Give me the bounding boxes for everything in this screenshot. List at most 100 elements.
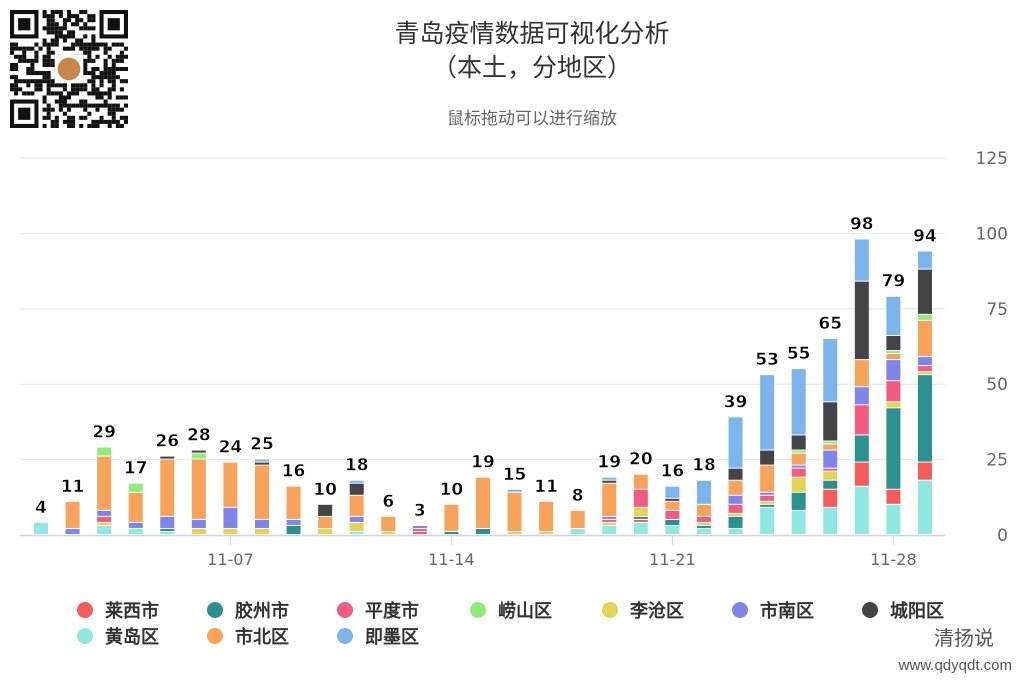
- bar-segment-黄岛区[interactable]: [97, 525, 112, 534]
- bar-segment-即墨区[interactable]: [665, 486, 680, 498]
- bar-segment-胶州市[interactable]: [160, 528, 175, 531]
- bar-segment-市南区[interactable]: [854, 387, 869, 405]
- bar-segment-即墨区[interactable]: [886, 296, 901, 335]
- bar-segment-市南区[interactable]: [286, 519, 301, 525]
- bar-segment-市北区[interactable]: [349, 495, 364, 516]
- legend-item[interactable]: 崂山区: [470, 600, 552, 622]
- bar-segment-莱西市[interactable]: [854, 462, 869, 486]
- bar-segment-市南区[interactable]: [160, 516, 175, 528]
- bar-segment-市北区[interactable]: [570, 510, 585, 528]
- bar-segment-李沧区[interactable]: [349, 522, 364, 531]
- bar-segment-崂山区[interactable]: [886, 351, 901, 354]
- bar-segment-平度市[interactable]: [823, 468, 838, 471]
- legend-item[interactable]: 胶州市: [207, 600, 289, 622]
- bar-segment-即墨区[interactable]: [602, 477, 617, 480]
- bar-segment-市南区[interactable]: [760, 492, 775, 495]
- bar-segment-莱西市[interactable]: [886, 489, 901, 504]
- bar-segment-即墨区[interactable]: [760, 375, 775, 450]
- bar-segment-黄岛区[interactable]: [160, 531, 175, 534]
- bar-segment-城阳区[interactable]: [886, 335, 901, 351]
- bar-segment-即墨区[interactable]: [854, 239, 869, 281]
- bar-segment-城阳区[interactable]: [760, 450, 775, 465]
- legend-item[interactable]: 市南区: [732, 600, 814, 622]
- bar-segment-城阳区[interactable]: [665, 498, 680, 501]
- bar-segment-即墨区[interactable]: [791, 369, 806, 435]
- bar-segment-李沧区[interactable]: [318, 528, 333, 534]
- bar-segment-市北区[interactable]: [223, 462, 238, 507]
- bar-segment-市北区[interactable]: [128, 492, 143, 522]
- bar-segment-平度市[interactable]: [602, 519, 617, 522]
- legend-item[interactable]: 即墨区: [337, 627, 419, 648]
- bar-segment-黄岛区[interactable]: [349, 531, 364, 534]
- legend-item[interactable]: 莱西市: [77, 600, 159, 622]
- bar-segment-市南区[interactable]: [886, 360, 901, 381]
- bar-segment-城阳区[interactable]: [318, 504, 333, 516]
- bar-segment-平度市[interactable]: [633, 489, 648, 507]
- bar-segment-市北区[interactable]: [286, 486, 301, 519]
- bar-segment-市南区[interactable]: [128, 522, 143, 528]
- bar-segment-胶州市[interactable]: [475, 528, 490, 534]
- bar-segment-李沧区[interactable]: [602, 522, 617, 525]
- bar-segment-城阳区[interactable]: [160, 456, 175, 459]
- bar-segment-胶州市[interactable]: [665, 519, 680, 525]
- legend-item[interactable]: 李沧区: [602, 600, 684, 622]
- bar-segment-城阳区[interactable]: [728, 468, 743, 480]
- bar-segment-李沧区[interactable]: [823, 471, 838, 480]
- bar-segment-市北区[interactable]: [854, 360, 869, 387]
- legend-item[interactable]: 平度市: [337, 600, 419, 622]
- bar-segment-城阳区[interactable]: [823, 402, 838, 441]
- bar-segment-市北区[interactable]: [823, 444, 838, 450]
- bar-segment-胶州市[interactable]: [886, 408, 901, 489]
- bar-segment-市南区[interactable]: [791, 465, 806, 468]
- bar-segment-市北区[interactable]: [602, 483, 617, 516]
- bar-segment-莱西市[interactable]: [823, 489, 838, 507]
- bar-segment-市南区[interactable]: [412, 525, 427, 528]
- bar-segment-李沧区[interactable]: [728, 513, 743, 516]
- bar-segment-胶州市[interactable]: [286, 525, 301, 534]
- bar-segment-市北区[interactable]: [191, 459, 206, 519]
- bar-segment-市南区[interactable]: [97, 510, 112, 516]
- bar-segment-崂山区[interactable]: [128, 483, 143, 492]
- bar-segment-即墨区[interactable]: [696, 480, 711, 504]
- bar-segment-市北区[interactable]: [886, 354, 901, 360]
- bar-segment-黄岛区[interactable]: [791, 510, 806, 534]
- bar-segment-市南区[interactable]: [728, 495, 743, 504]
- bar-segment-市北区[interactable]: [665, 501, 680, 510]
- bar-segment-城阳区[interactable]: [254, 462, 269, 465]
- bar-segment-即墨区[interactable]: [917, 251, 932, 269]
- bar-segment-崂山区[interactable]: [97, 447, 112, 456]
- bar-segment-城阳区[interactable]: [854, 281, 869, 360]
- bar-segment-平度市[interactable]: [728, 504, 743, 513]
- bar-segment-李沧区[interactable]: [886, 402, 901, 408]
- bar-segment-胶州市[interactable]: [444, 531, 459, 534]
- bar-segment-市北区[interactable]: [65, 501, 80, 528]
- bar-segment-城阳区[interactable]: [191, 450, 206, 453]
- bar-segment-市北区[interactable]: [97, 456, 112, 510]
- bar-segment-李沧区[interactable]: [254, 528, 269, 534]
- bar-segment-市北区[interactable]: [381, 516, 396, 531]
- bar-segment-平度市[interactable]: [97, 516, 112, 522]
- bar-segment-黄岛区[interactable]: [34, 522, 48, 534]
- bar-segment-胶州市[interactable]: [917, 375, 932, 462]
- bar-segment-黄岛区[interactable]: [128, 528, 143, 534]
- bar-segment-市南区[interactable]: [191, 519, 206, 528]
- legend-item[interactable]: 市北区: [207, 626, 289, 648]
- bar-segment-平度市[interactable]: [886, 381, 901, 402]
- bar-segment-市南区[interactable]: [65, 528, 80, 534]
- bar-segment-平度市[interactable]: [854, 405, 869, 435]
- bar-segment-崂山区[interactable]: [823, 441, 838, 444]
- bar-segment-胶州市[interactable]: [791, 492, 806, 510]
- legend-item[interactable]: 城阳区: [862, 600, 944, 622]
- bar-segment-李沧区[interactable]: [507, 531, 522, 534]
- bar-segment-市南区[interactable]: [223, 507, 238, 528]
- bar-segment-黄岛区[interactable]: [760, 507, 775, 534]
- bar-segment-李沧区[interactable]: [539, 531, 554, 534]
- bar-segment-市北区[interactable]: [160, 459, 175, 516]
- bar-segment-市南区[interactable]: [349, 516, 364, 522]
- bar-segment-李沧区[interactable]: [191, 528, 206, 534]
- bar-segment-城阳区[interactable]: [791, 435, 806, 450]
- bar-segment-李沧区[interactable]: [791, 477, 806, 492]
- bar-segment-平度市[interactable]: [917, 366, 932, 372]
- bar-segment-市北区[interactable]: [633, 474, 648, 489]
